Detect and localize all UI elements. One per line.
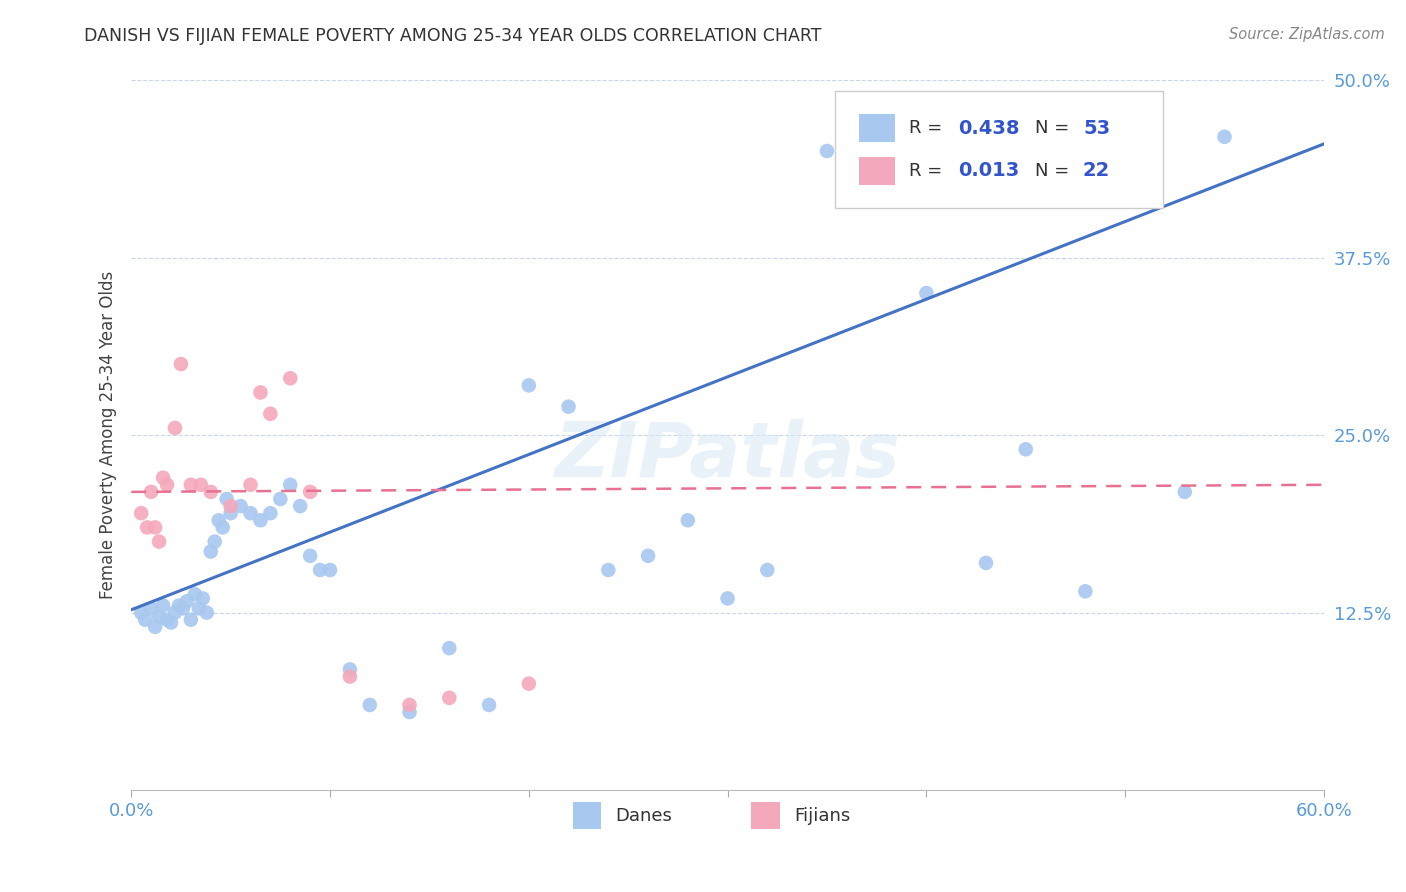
Point — [191, 591, 214, 606]
Point — [180, 613, 202, 627]
Point — [172, 601, 194, 615]
Point — [160, 615, 183, 630]
Point — [239, 477, 262, 491]
Point — [163, 421, 186, 435]
Point — [204, 534, 226, 549]
Point — [156, 613, 179, 627]
Point — [259, 407, 281, 421]
Point — [156, 477, 179, 491]
Point — [176, 594, 198, 608]
Bar — [859, 157, 894, 185]
Point — [184, 587, 207, 601]
Text: 0.013: 0.013 — [957, 161, 1019, 180]
Point — [139, 601, 162, 615]
Point — [716, 591, 738, 606]
Point — [259, 506, 281, 520]
Point — [200, 544, 222, 558]
Bar — [751, 802, 780, 830]
Point — [398, 705, 420, 719]
Point — [1074, 584, 1097, 599]
Point — [129, 506, 152, 520]
FancyBboxPatch shape — [835, 91, 1163, 208]
Point — [876, 194, 898, 208]
Text: DANISH VS FIJIAN FEMALE POVERTY AMONG 25-34 YEAR OLDS CORRELATION CHART: DANISH VS FIJIAN FEMALE POVERTY AMONG 25… — [84, 27, 823, 45]
Point — [309, 563, 332, 577]
Bar — [572, 802, 602, 830]
Point — [195, 606, 218, 620]
Point — [167, 599, 190, 613]
Point — [239, 506, 262, 520]
Point — [187, 601, 209, 615]
Point — [229, 499, 252, 513]
Point — [290, 499, 312, 513]
Point — [152, 471, 174, 485]
Point — [439, 690, 461, 705]
Point — [200, 484, 222, 499]
Text: Fijians: Fijians — [794, 806, 851, 825]
Point — [148, 610, 170, 624]
Text: Source: ZipAtlas.com: Source: ZipAtlas.com — [1229, 27, 1385, 42]
Point — [478, 698, 501, 712]
Point — [219, 499, 242, 513]
Point — [359, 698, 381, 712]
Text: 22: 22 — [1083, 161, 1111, 180]
Point — [299, 549, 322, 563]
Text: R =: R = — [908, 161, 948, 180]
Point — [676, 513, 699, 527]
Text: R =: R = — [908, 120, 948, 137]
Point — [557, 400, 579, 414]
Point — [299, 484, 322, 499]
Y-axis label: Female Poverty Among 25-34 Year Olds: Female Poverty Among 25-34 Year Olds — [100, 271, 117, 599]
Point — [152, 599, 174, 613]
Point — [211, 520, 233, 534]
Point — [319, 563, 342, 577]
Bar — [859, 114, 894, 143]
Text: ZIPatlas: ZIPatlas — [554, 419, 901, 493]
Point — [215, 491, 238, 506]
Text: 0.438: 0.438 — [957, 119, 1019, 137]
Point — [517, 676, 540, 690]
Point — [249, 513, 271, 527]
Point — [249, 385, 271, 400]
Point — [815, 144, 838, 158]
Point — [278, 477, 301, 491]
Point — [637, 549, 659, 563]
Text: N =: N = — [1035, 161, 1076, 180]
Point — [143, 520, 166, 534]
Point — [148, 534, 170, 549]
Point — [1015, 442, 1038, 457]
Point — [134, 613, 156, 627]
Point — [269, 491, 291, 506]
Text: N =: N = — [1035, 120, 1076, 137]
Point — [339, 662, 361, 676]
Point — [439, 641, 461, 656]
Point — [143, 620, 166, 634]
Point — [136, 520, 159, 534]
Text: 53: 53 — [1083, 119, 1111, 137]
Point — [129, 606, 152, 620]
Point — [398, 698, 420, 712]
Point — [208, 513, 231, 527]
Point — [598, 563, 620, 577]
Point — [974, 556, 997, 570]
Point — [219, 506, 242, 520]
Point — [1213, 129, 1236, 144]
Text: Danes: Danes — [616, 806, 672, 825]
Point — [180, 477, 202, 491]
Point — [339, 669, 361, 683]
Point — [1174, 484, 1197, 499]
Point — [190, 477, 212, 491]
Point — [915, 286, 938, 301]
Point — [170, 357, 193, 371]
Point — [278, 371, 301, 385]
Point — [517, 378, 540, 392]
Point — [163, 606, 186, 620]
Point — [756, 563, 779, 577]
Point — [139, 484, 162, 499]
